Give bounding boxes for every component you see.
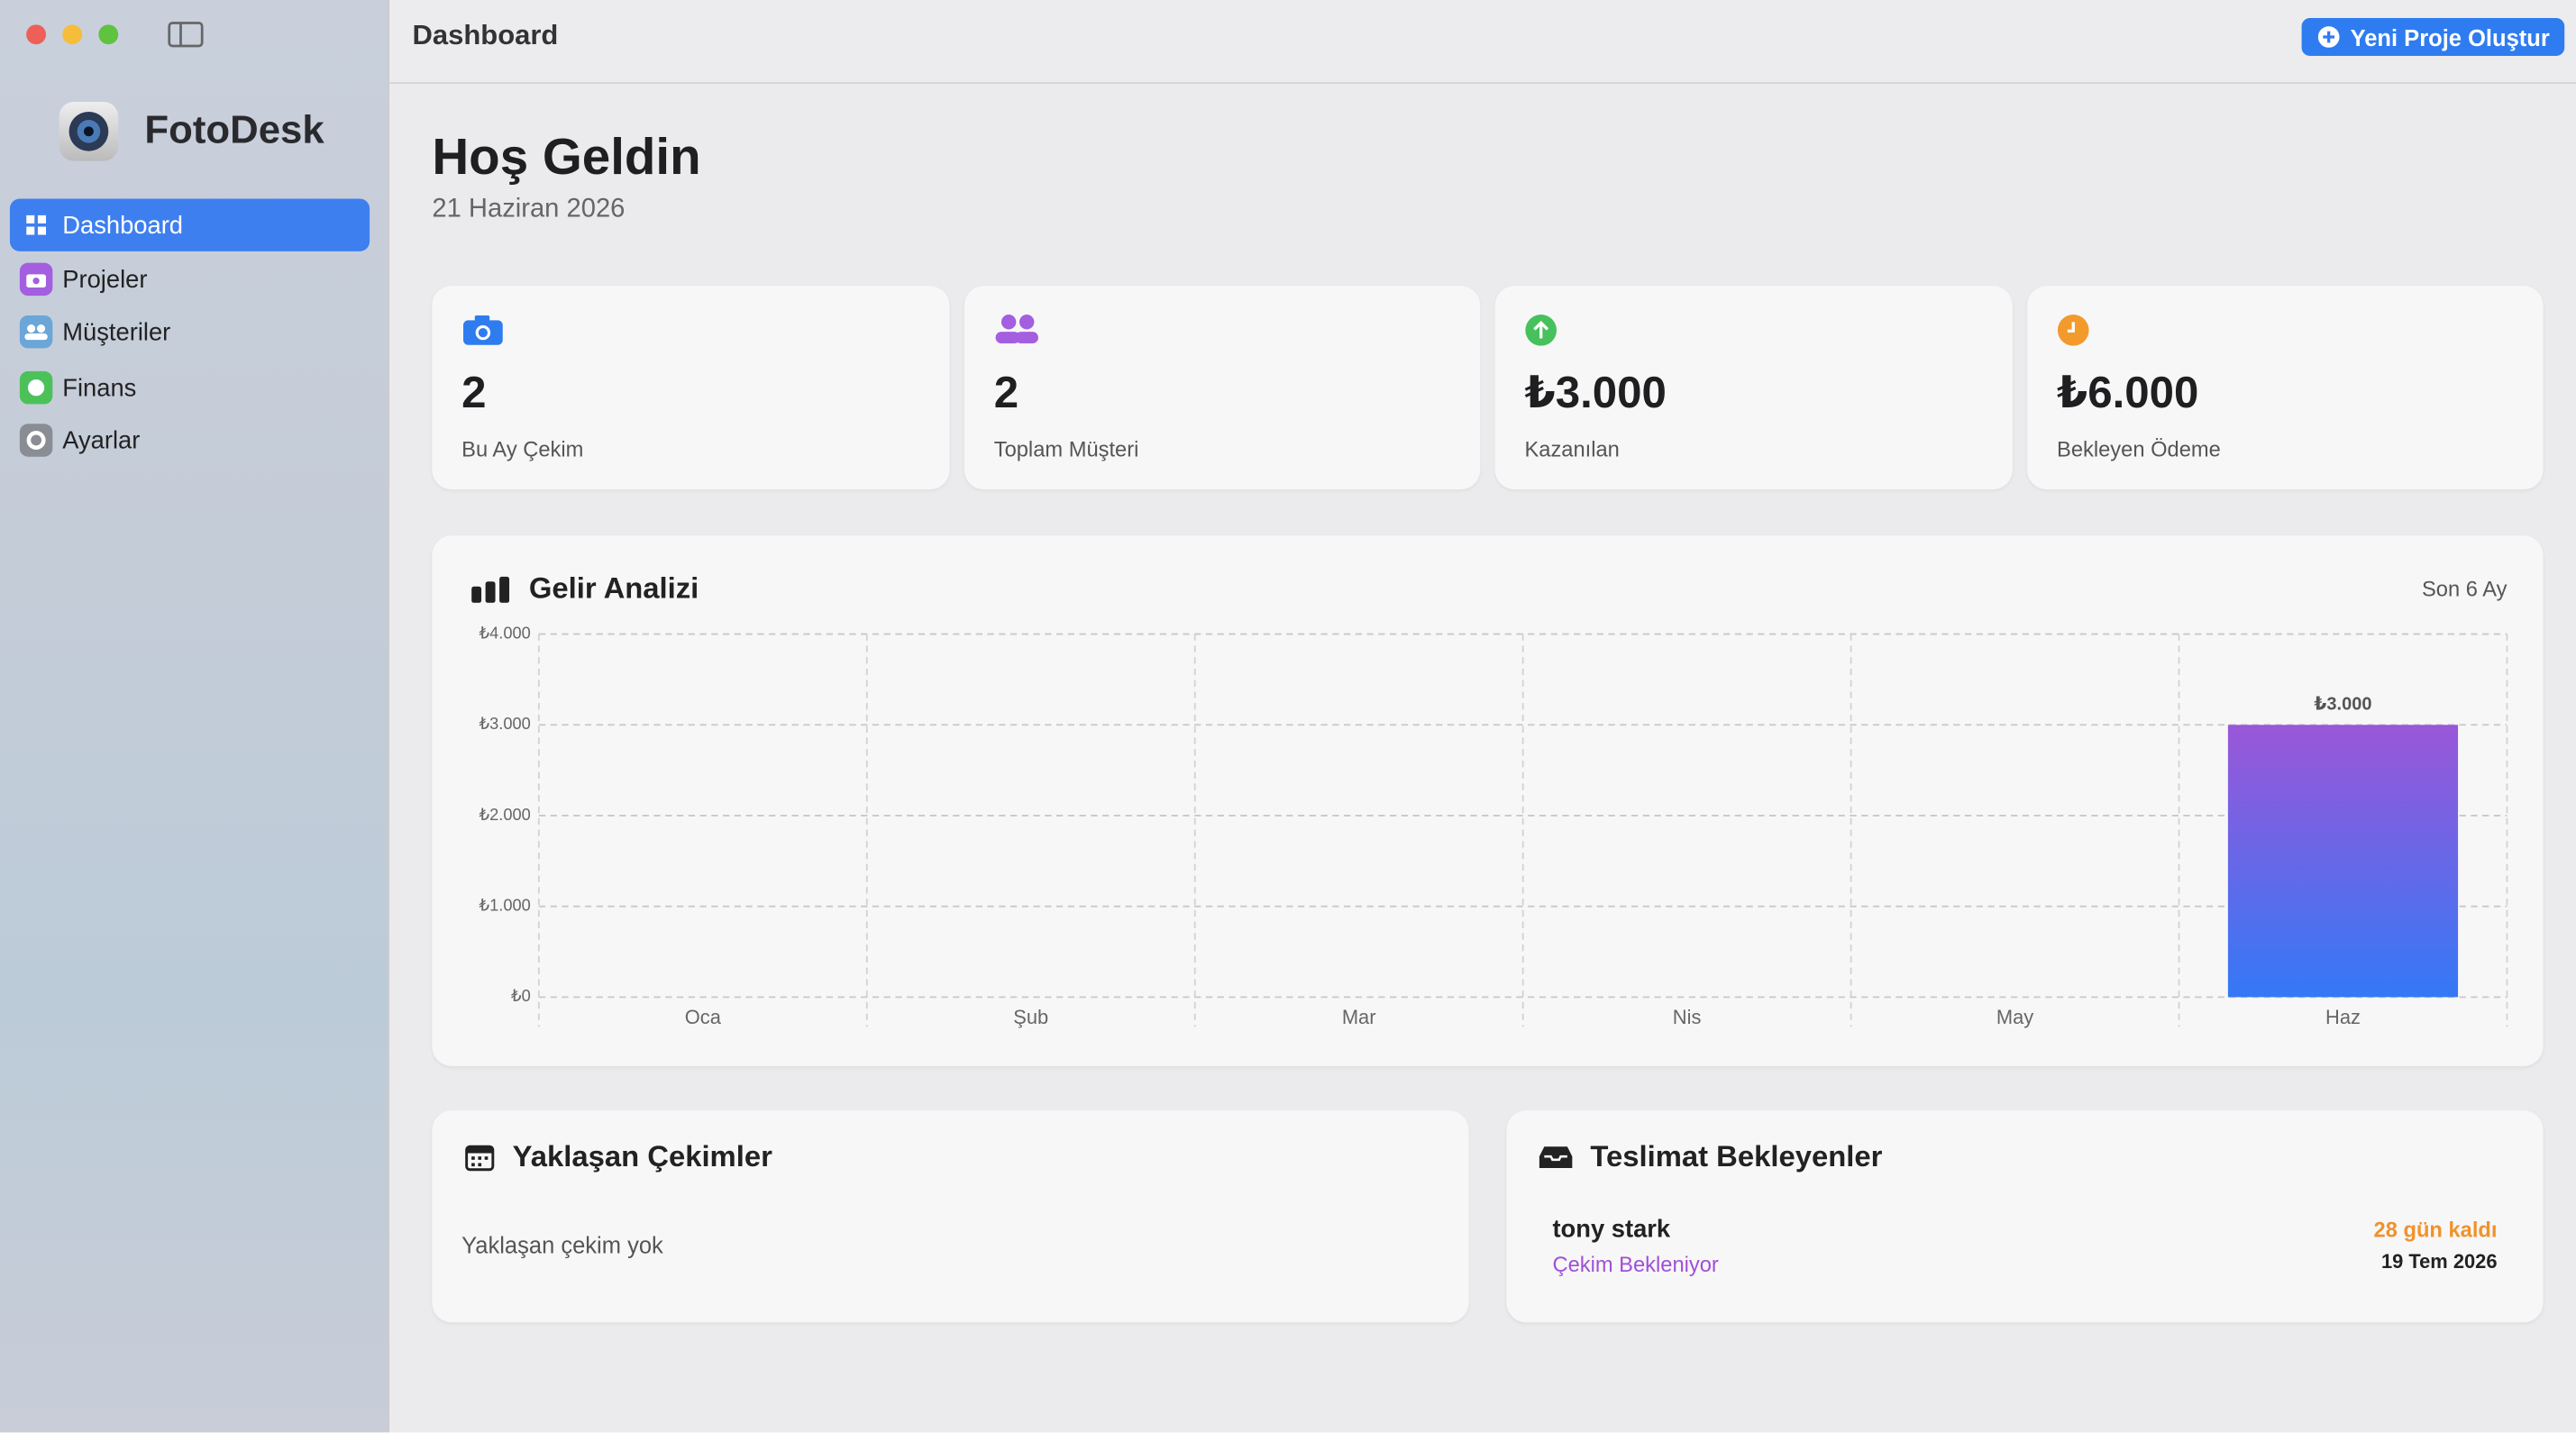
stat-value: ₺3.000 xyxy=(1524,368,1667,417)
sidebar: FotoDesk Dashboard Projeler Müşteriler F… xyxy=(0,0,389,1433)
chart: ₺0 ₺1.000 ₺2.000 ₺3.000 ₺4.000 Oca Şub Mar Nis Ma… xyxy=(480,624,2508,1028)
x-tick-label: Haz xyxy=(2325,1006,2361,1028)
y-tick-label: ₺2.000 xyxy=(480,806,531,824)
minimize-button[interactable] xyxy=(62,24,83,45)
nav-label: Finans xyxy=(62,373,137,402)
nav-item[interactable]: Dashboard xyxy=(9,198,370,251)
y-tick-label: ₺0 xyxy=(511,987,531,1005)
close-button[interactable] xyxy=(26,24,47,45)
app-name: FotoDesk xyxy=(144,108,324,153)
y-tick-label: ₺4.000 xyxy=(480,624,531,642)
chart-subtitle: Son 6 Ay xyxy=(2422,576,2507,602)
nav-label: Dashboard xyxy=(62,211,184,240)
nav-label: Müşteriler xyxy=(62,317,171,346)
chart-card: Gelir Analizi Son 6 Ay ₺0 ₺1.000 ₺2.000 ₺3.… xyxy=(432,535,2544,1066)
y-tick-label: ₺1.000 xyxy=(480,896,531,914)
nav-label: Ayarlar xyxy=(62,425,141,454)
toolbar: Dashboard Yeni Proje Oluştur xyxy=(388,0,2576,84)
welcome-title: Hoş Geldin xyxy=(432,128,701,186)
stat-label: Toplam Müşteri xyxy=(993,436,1139,462)
new-project-button[interactable]: Yeni Proje Oluştur xyxy=(2300,18,2565,56)
card-title: Teslimat Bekleyenler xyxy=(1590,1139,1883,1173)
stat-value: 2 xyxy=(461,368,487,417)
upcoming-card: Yaklaşan Çekimler Yaklaşan çekim yok xyxy=(432,1110,1469,1323)
welcome-date: 21 Haziran 2026 xyxy=(432,195,626,224)
brand: FotoDesk xyxy=(59,102,324,161)
data-label: ₺3.000 xyxy=(2314,695,2371,715)
x-tick-label: Oca xyxy=(685,1006,722,1028)
x-tick-label: Nis xyxy=(1673,1006,1702,1028)
nav-label: Projeler xyxy=(62,265,148,294)
chart-icon xyxy=(471,576,510,603)
deliveries-card: Teslimat Bekleyenler tony stark Çekim Be… xyxy=(1506,1110,2544,1323)
page-title: Dashboard xyxy=(412,19,559,51)
remaining: 28 gün kaldı xyxy=(2373,1217,2498,1242)
zoom-button[interactable] xyxy=(98,24,119,45)
x-tick-label: Şub xyxy=(1013,1006,1048,1028)
stat-label: Kazanılan xyxy=(1524,436,1620,462)
stat-value: 2 xyxy=(993,368,1019,417)
empty-text: Yaklaşan çekim yok xyxy=(461,1232,663,1259)
chart-title: Gelir Analizi xyxy=(528,571,699,605)
stat-card: 2 Bu Ay Çekim xyxy=(432,286,950,490)
nav-item[interactable]: Müşteriler xyxy=(10,306,370,358)
card-title: Yaklaşan Çekimler xyxy=(512,1139,772,1173)
bar xyxy=(2227,725,2459,998)
stat-card: ₺6.000 Bekleyen Ödeme xyxy=(2027,286,2544,490)
stat-label: Bekleyen Ödeme xyxy=(2057,436,2221,462)
nav-item[interactable]: Projeler xyxy=(10,253,370,306)
stat-label: Bu Ay Çekim xyxy=(461,436,584,462)
nav-item[interactable]: Finans xyxy=(10,361,370,414)
button-label: Yeni Proje Oluştur xyxy=(2350,23,2550,50)
y-tick-label: ₺3.000 xyxy=(480,715,531,733)
x-tick-label: May xyxy=(1996,1006,2033,1028)
stat-value: ₺6.000 xyxy=(2057,368,2199,417)
client-name: tony stark xyxy=(1552,1215,1671,1244)
x-tick-label: Mar xyxy=(1342,1006,1376,1028)
delivery-date: 19 Tem 2026 xyxy=(2381,1250,2498,1273)
status: Çekim Bekleniyor xyxy=(1552,1251,1719,1277)
nav-item[interactable]: Ayarlar xyxy=(10,414,370,466)
stat-card: ₺3.000 Kazanılan xyxy=(1494,286,2013,490)
sidebar-toggle[interactable] xyxy=(168,22,204,48)
stat-card: 2 Toplam Müşteri xyxy=(964,286,1481,490)
